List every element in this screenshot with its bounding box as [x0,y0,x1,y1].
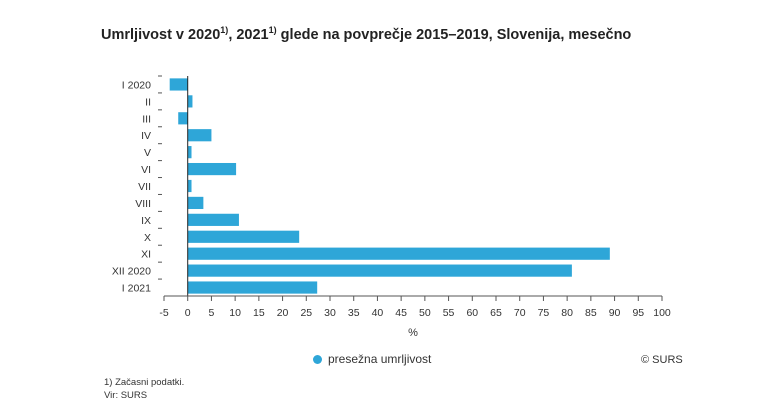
x-tick-label: 20 [277,307,289,319]
x-tick-label: 40 [372,307,384,319]
footnote: 1) Začasni podatki. [104,377,185,388]
x-tick-label: 55 [443,307,455,319]
bar[interactable] [187,230,300,243]
x-tick-label: 35 [348,307,360,319]
x-tick-label: -5 [159,307,168,319]
bar[interactable] [187,264,572,277]
x-tick-label: 80 [561,307,573,319]
x-axis-label: % [408,327,418,339]
x-tick-label: 65 [490,307,502,319]
x-tick-label: 95 [632,307,644,319]
category-label: VIII [135,198,151,210]
x-tick-label: 30 [324,307,336,319]
x-tick-label: 100 [653,307,671,319]
category-label: XI [141,249,151,261]
x-tick-label: 60 [466,307,478,319]
bar[interactable] [187,162,237,176]
category-label: V [144,147,151,159]
bar[interactable] [169,78,188,91]
chart-title: Umrljivost v 20201), 20211) glede na pov… [101,25,632,43]
x-tick-label: 70 [514,307,526,319]
x-tick-label: 45 [395,307,407,319]
source-text: Vir: SURS [104,390,148,401]
bar[interactable] [187,179,192,193]
category-label: VII [138,181,151,193]
x-tick-label: 50 [419,307,431,319]
bar[interactable] [187,196,204,210]
x-tick-label: 90 [609,307,621,319]
category-label: I 2020 [122,79,151,91]
x-tick-label: 85 [585,307,597,319]
category-label: I 2021 [122,283,151,295]
bar[interactable] [187,247,610,260]
category-label: IX [141,215,151,227]
bar[interactable] [187,281,318,294]
bar[interactable] [187,129,212,142]
category-label: XII 2020 [112,266,151,278]
x-tick-label: 10 [229,307,241,319]
category-label: III [142,113,151,125]
x-tick-label: 25 [300,307,312,319]
legend-marker-icon [313,354,322,364]
x-tick-label: 15 [253,307,265,319]
x-tick-label: 75 [538,307,550,319]
x-tick-label: 5 [209,307,215,319]
bar[interactable] [187,146,192,159]
credit-text: © SURS [641,354,683,366]
category-label: II [145,96,151,108]
legend[interactable]: presežna umrljivost [313,352,431,366]
bar[interactable] [187,213,239,226]
category-label: VI [141,164,151,176]
bar[interactable] [178,112,188,125]
legend-label: presežna umrljivost [328,352,432,366]
category-label: X [144,232,151,244]
bar[interactable] [187,95,193,108]
category-label: IV [141,130,151,142]
x-tick-label: 0 [185,307,191,319]
